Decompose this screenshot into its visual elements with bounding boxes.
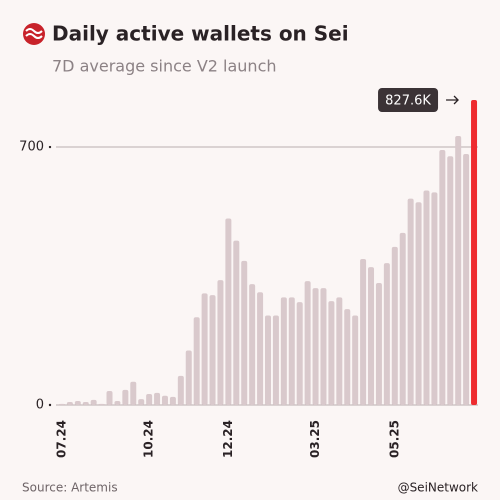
bar bbox=[415, 202, 422, 405]
bar bbox=[336, 297, 343, 405]
bar bbox=[328, 301, 335, 405]
bar bbox=[455, 135, 462, 406]
bar bbox=[368, 267, 375, 405]
bar bbox=[431, 192, 438, 405]
x-tick-label: 03.25 bbox=[308, 420, 322, 458]
bar bbox=[106, 390, 113, 405]
bar bbox=[217, 280, 224, 405]
bar bbox=[304, 281, 311, 405]
bar bbox=[344, 309, 351, 405]
source: Source: Artemis bbox=[22, 481, 118, 495]
x-tick-label: 05.25 bbox=[387, 420, 401, 458]
bar bbox=[122, 389, 129, 405]
bar bbox=[375, 283, 382, 405]
handle: @SeiNetwork bbox=[398, 481, 478, 495]
bar bbox=[154, 392, 161, 405]
bar bbox=[98, 403, 105, 405]
bar bbox=[130, 381, 137, 405]
bar bbox=[439, 149, 446, 405]
bar bbox=[146, 393, 153, 405]
bar bbox=[185, 350, 192, 405]
bar bbox=[161, 395, 168, 405]
bar bbox=[320, 288, 327, 405]
bar bbox=[272, 315, 279, 405]
bar bbox=[138, 399, 145, 405]
value-label-box bbox=[378, 88, 439, 112]
bar bbox=[241, 260, 248, 405]
bar bbox=[383, 263, 390, 405]
x-tick-label: 07.24 bbox=[54, 420, 68, 458]
bar bbox=[257, 292, 264, 405]
bar bbox=[114, 400, 121, 405]
bar bbox=[177, 375, 184, 405]
bar bbox=[296, 302, 303, 405]
bar bbox=[66, 402, 73, 405]
bar bbox=[193, 317, 200, 405]
value-arrow bbox=[446, 95, 459, 105]
bar bbox=[265, 315, 271, 405]
bar bbox=[249, 284, 256, 405]
bar bbox=[407, 198, 414, 405]
bar bbox=[447, 156, 454, 405]
bar bbox=[209, 295, 216, 405]
bar bbox=[471, 100, 478, 405]
y-tick-label: 0 bbox=[36, 398, 44, 413]
bar bbox=[225, 218, 232, 405]
y-tick-dot bbox=[48, 403, 52, 407]
chart-subtitle: 7D average since V2 launch bbox=[52, 57, 277, 76]
bar bbox=[74, 400, 81, 405]
bar bbox=[58, 403, 65, 405]
y-tick-dot bbox=[48, 145, 52, 149]
bar bbox=[82, 402, 89, 405]
chart-title: Daily active wallets on Sei bbox=[52, 22, 349, 46]
bar bbox=[423, 190, 430, 405]
bar bbox=[280, 297, 287, 405]
logo bbox=[23, 23, 45, 45]
x-tick-label: 10.24 bbox=[142, 420, 156, 458]
bar bbox=[360, 259, 367, 405]
bar bbox=[463, 154, 470, 405]
bar bbox=[312, 288, 319, 405]
bar bbox=[233, 240, 240, 405]
value-label: 827.6K bbox=[385, 94, 431, 109]
bar bbox=[391, 246, 398, 405]
bar bbox=[201, 293, 208, 405]
bar bbox=[288, 297, 295, 405]
bar bbox=[352, 315, 359, 405]
bar bbox=[399, 232, 406, 405]
y-tick-label: 700 bbox=[19, 140, 44, 155]
x-tick-label: 12.24 bbox=[221, 420, 235, 458]
bar bbox=[90, 399, 97, 405]
bar bbox=[169, 396, 176, 405]
